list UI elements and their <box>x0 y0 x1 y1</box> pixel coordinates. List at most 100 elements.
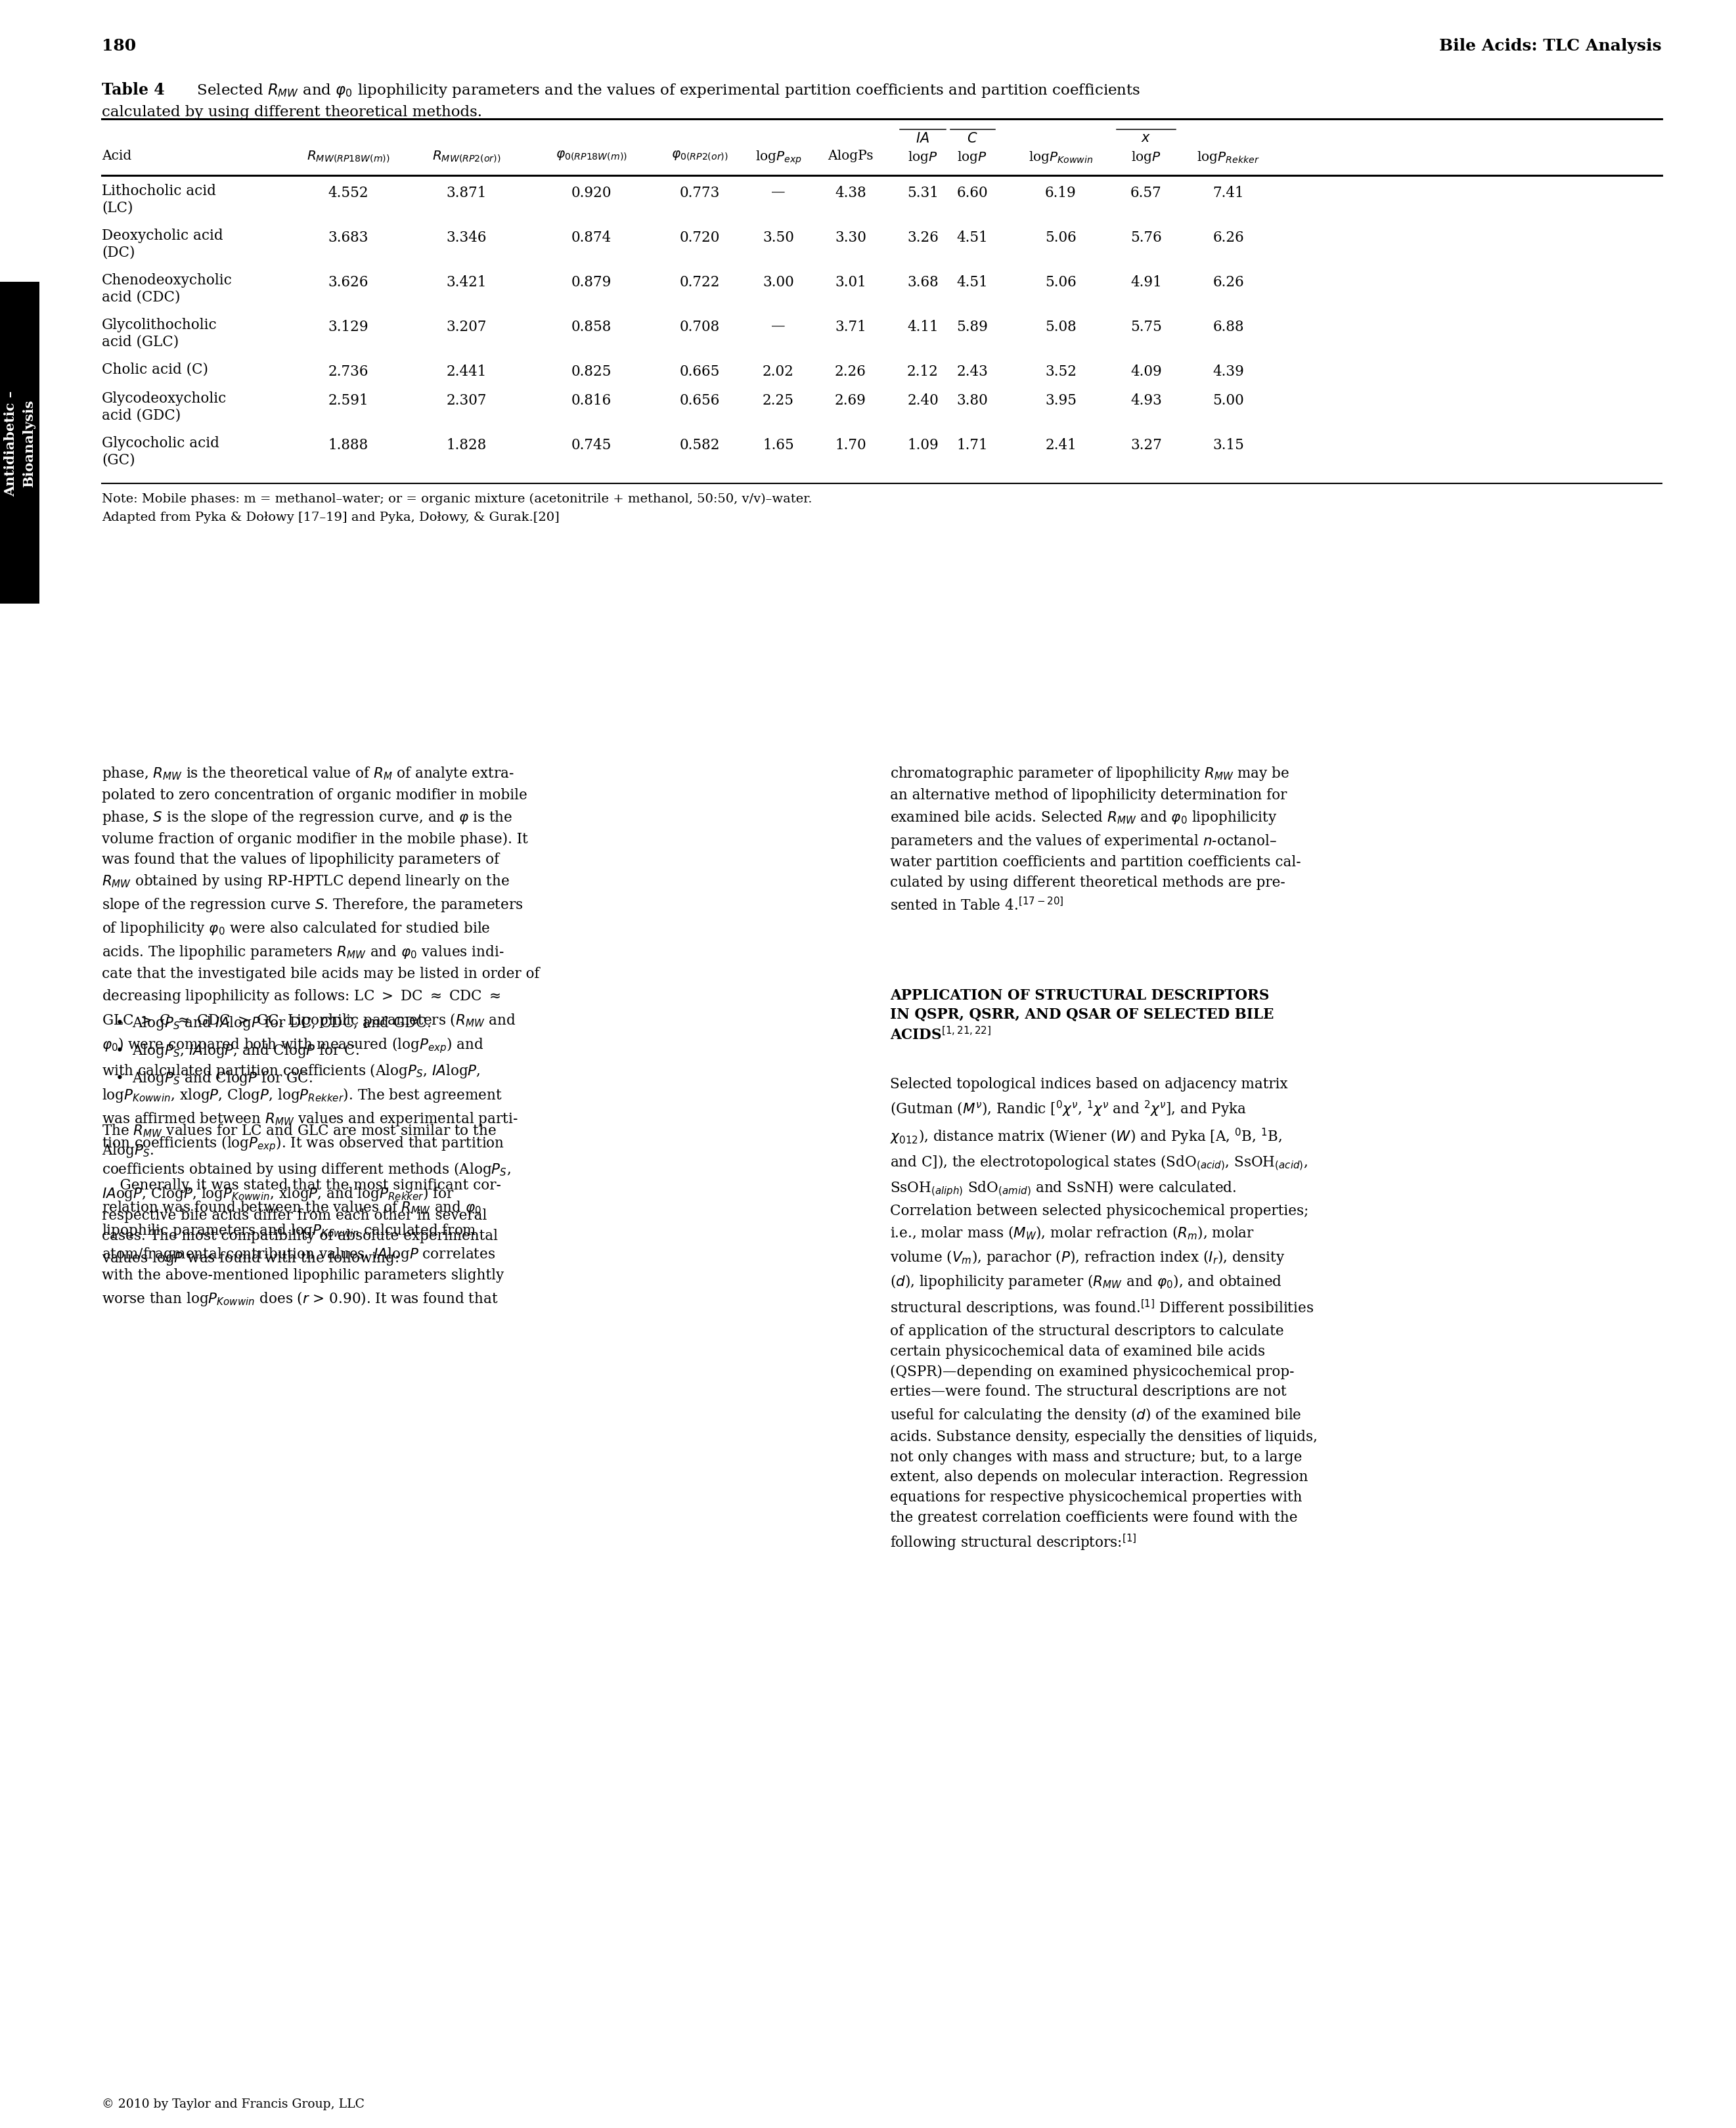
Text: 2.43: 2.43 <box>957 364 988 379</box>
Text: phase, $R_{MW}$ is the theoretical value of $R_M$ of analyte extra-
polated to z: phase, $R_{MW}$ is the theoretical value… <box>102 764 540 1266</box>
Text: 1.70: 1.70 <box>835 438 866 453</box>
Text: 4.93: 4.93 <box>1130 394 1161 409</box>
Text: 3.26: 3.26 <box>908 230 939 245</box>
Text: $R_{MW(RP2(or))}$: $R_{MW(RP2(or))}$ <box>432 149 500 164</box>
Text: 4.51: 4.51 <box>957 275 988 289</box>
Text: Glycodeoxycholic
acid (GDC): Glycodeoxycholic acid (GDC) <box>102 392 227 423</box>
Text: •  Alog$P_S$ and $IA$log$P$ for DC, CDC, and GDC.: • Alog$P_S$ and $IA$log$P$ for DC, CDC, … <box>115 1015 431 1032</box>
Text: 3.52: 3.52 <box>1045 364 1076 379</box>
Text: 6.57: 6.57 <box>1130 185 1161 200</box>
Text: log$P$: log$P$ <box>957 149 988 164</box>
Text: log$P_{Rekker}$: log$P_{Rekker}$ <box>1196 149 1260 164</box>
Text: 5.08: 5.08 <box>1045 319 1076 334</box>
Text: 7.41: 7.41 <box>1213 185 1245 200</box>
Text: 6.26: 6.26 <box>1212 275 1245 289</box>
Text: Lithocholic acid
(LC): Lithocholic acid (LC) <box>102 183 215 215</box>
Text: 1.71: 1.71 <box>957 438 988 453</box>
Text: $R_{MW(RP18W(m))}$: $R_{MW(RP18W(m))}$ <box>307 149 391 164</box>
Text: 1.65: 1.65 <box>762 438 793 453</box>
Text: Note: Mobile phases: m = methanol–water; or = organic mixture (acetonitrile + me: Note: Mobile phases: m = methanol–water;… <box>102 494 812 504</box>
Text: 180: 180 <box>102 38 135 53</box>
Text: 2.441: 2.441 <box>446 364 486 379</box>
Text: 5.31: 5.31 <box>908 185 939 200</box>
Text: •  Alog$P_S$, $IA$log$P$, and Clog$P$ for C.: • Alog$P_S$, $IA$log$P$, and Clog$P$ for… <box>115 1043 359 1060</box>
Text: 1.09: 1.09 <box>908 438 939 453</box>
Text: 3.50: 3.50 <box>762 230 793 245</box>
Text: 0.582: 0.582 <box>679 438 720 453</box>
Text: 2.591: 2.591 <box>328 394 368 409</box>
Text: Alog$P_S$.: Alog$P_S$. <box>102 1143 155 1160</box>
Text: Generally, it was stated that the most significant cor-
relation was found betwe: Generally, it was stated that the most s… <box>102 1179 503 1307</box>
Text: 6.26: 6.26 <box>1212 230 1245 245</box>
Text: $\varphi_{0(RP2(or))}$: $\varphi_{0(RP2(or))}$ <box>672 149 727 162</box>
Text: chromatographic parameter of lipophilicity $R_{MW}$ may be
an alternative method: chromatographic parameter of lipophilici… <box>891 764 1300 913</box>
Text: 0.825: 0.825 <box>571 364 611 379</box>
Text: 6.88: 6.88 <box>1213 319 1245 334</box>
Text: 3.129: 3.129 <box>328 319 368 334</box>
Text: 5.00: 5.00 <box>1212 394 1245 409</box>
Text: 2.40: 2.40 <box>908 394 939 409</box>
Text: Selected topological indices based on adjacency matrix
(Gutman ($M^{\nu}$), Rand: Selected topological indices based on ad… <box>891 1077 1318 1551</box>
Text: log$P$: log$P$ <box>908 149 937 164</box>
Text: 4.51: 4.51 <box>957 230 988 245</box>
Text: 4.11: 4.11 <box>908 319 939 334</box>
Text: Antidiabetic –
Bioanalysis: Antidiabetic – Bioanalysis <box>3 389 35 496</box>
Text: Acid: Acid <box>102 149 132 162</box>
Text: •  Alog$P_S$ and Clog$P$ for GC.: • Alog$P_S$ and Clog$P$ for GC. <box>115 1070 312 1087</box>
Text: 4.39: 4.39 <box>1212 364 1245 379</box>
Text: Glycocholic acid
(GC): Glycocholic acid (GC) <box>102 436 219 468</box>
Text: Selected $R_{MW}$ and $\varphi_0$ lipophilicity parameters and the values of exp: Selected $R_{MW}$ and $\varphi_0$ lipoph… <box>187 83 1141 100</box>
Text: log$P_{exp}$: log$P_{exp}$ <box>755 149 802 166</box>
Text: 0.874: 0.874 <box>571 230 611 245</box>
Text: 3.421: 3.421 <box>446 275 486 289</box>
Text: 5.76: 5.76 <box>1130 230 1161 245</box>
Text: log$P_{Kowwin}$: log$P_{Kowwin}$ <box>1028 149 1094 164</box>
Text: Adapted from Pyka & Dołowy [17–19] and Pyka, Dołowy, & Gurak.[20]: Adapted from Pyka & Dołowy [17–19] and P… <box>102 511 559 523</box>
Text: $IA$: $IA$ <box>917 132 930 145</box>
Text: 1.828: 1.828 <box>446 438 486 453</box>
Text: 3.30: 3.30 <box>835 230 866 245</box>
Text: 0.920: 0.920 <box>571 185 611 200</box>
Text: 2.69: 2.69 <box>835 394 866 409</box>
Text: Table 4: Table 4 <box>102 83 165 98</box>
Text: 3.207: 3.207 <box>446 319 486 334</box>
Text: 5.06: 5.06 <box>1045 275 1076 289</box>
Text: 3.27: 3.27 <box>1130 438 1161 453</box>
Text: —: — <box>771 319 785 334</box>
Text: 5.06: 5.06 <box>1045 230 1076 245</box>
Text: 2.26: 2.26 <box>835 364 866 379</box>
Text: 0.722: 0.722 <box>679 275 720 289</box>
Text: Chenodeoxycholic
acid (CDC): Chenodeoxycholic acid (CDC) <box>102 272 233 304</box>
Text: 2.736: 2.736 <box>328 364 368 379</box>
Text: 4.09: 4.09 <box>1130 364 1161 379</box>
Text: APPLICATION OF STRUCTURAL DESCRIPTORS
IN QSPR, QSRR, AND QSAR OF SELECTED BILE
A: APPLICATION OF STRUCTURAL DESCRIPTORS IN… <box>891 987 1274 1043</box>
Text: © 2010 by Taylor and Francis Group, LLC: © 2010 by Taylor and Francis Group, LLC <box>102 2098 365 2109</box>
Text: 2.25: 2.25 <box>762 394 793 409</box>
Text: $C$: $C$ <box>967 132 977 145</box>
Text: 0.708: 0.708 <box>679 319 720 334</box>
Text: AlogPs: AlogPs <box>828 149 873 162</box>
Text: 0.745: 0.745 <box>571 438 611 453</box>
Text: 3.626: 3.626 <box>328 275 368 289</box>
Text: 5.75: 5.75 <box>1130 319 1161 334</box>
Text: 3.68: 3.68 <box>908 275 939 289</box>
Text: $\varphi_{0(RP18W(m))}$: $\varphi_{0(RP18W(m))}$ <box>556 149 627 162</box>
Text: 3.80: 3.80 <box>957 394 988 409</box>
Text: 0.879: 0.879 <box>571 275 611 289</box>
Text: Cholic acid (C): Cholic acid (C) <box>102 362 208 377</box>
Text: —: — <box>771 185 785 200</box>
Text: 6.19: 6.19 <box>1045 185 1076 200</box>
Text: 2.02: 2.02 <box>762 364 793 379</box>
Text: Bile Acids: TLC Analysis: Bile Acids: TLC Analysis <box>1439 38 1661 53</box>
Text: 3.01: 3.01 <box>835 275 866 289</box>
Text: $x$: $x$ <box>1141 132 1151 145</box>
Text: 1.888: 1.888 <box>328 438 368 453</box>
Text: 3.346: 3.346 <box>446 230 486 245</box>
Text: 3.683: 3.683 <box>328 230 368 245</box>
Text: 0.656: 0.656 <box>679 394 720 409</box>
Text: 3.00: 3.00 <box>762 275 793 289</box>
Text: 2.307: 2.307 <box>446 394 486 409</box>
Text: 3.15: 3.15 <box>1212 438 1245 453</box>
Text: 4.552: 4.552 <box>328 185 368 200</box>
Text: Deoxycholic acid
(DC): Deoxycholic acid (DC) <box>102 228 222 260</box>
